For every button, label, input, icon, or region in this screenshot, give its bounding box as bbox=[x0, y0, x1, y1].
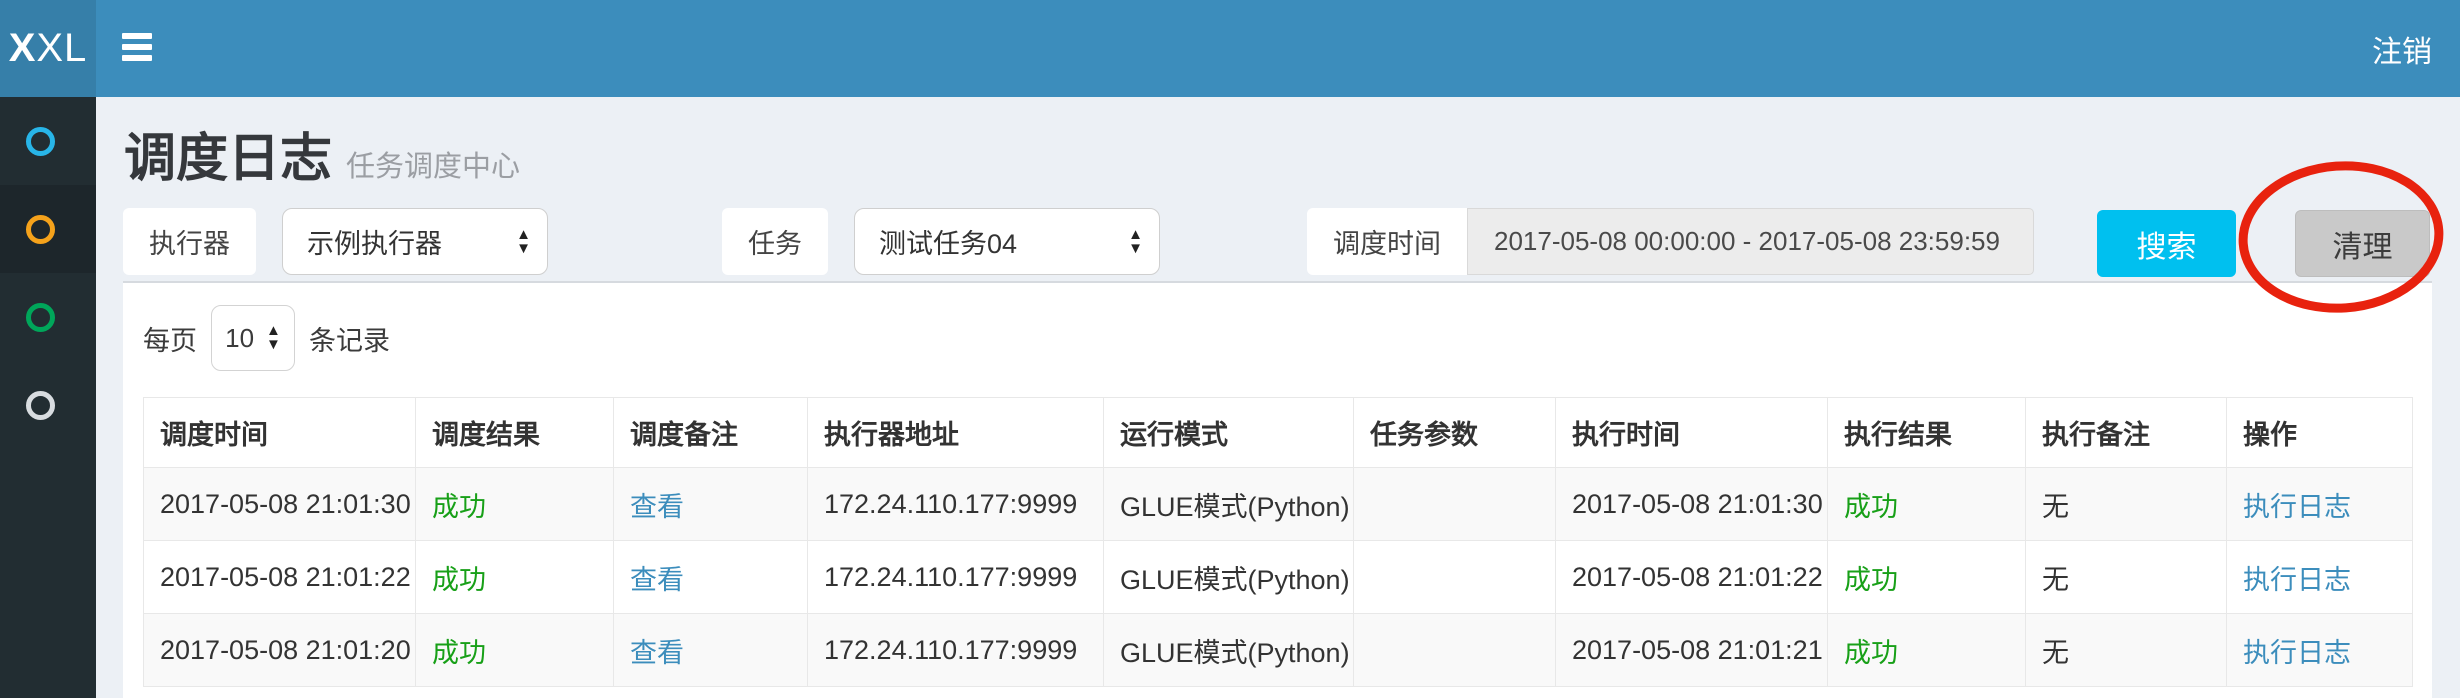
cell-trigger-result: 成功 bbox=[415, 613, 614, 687]
column-header-trigger-result: 调度结果 bbox=[415, 397, 614, 468]
cell-trigger-result: 成功 bbox=[415, 540, 614, 614]
executor-select[interactable]: 示例执行器 ▲ ▼ bbox=[282, 208, 548, 275]
handle-result-status: 成功 bbox=[1844, 637, 1898, 668]
cell-job-param bbox=[1353, 540, 1556, 614]
page-header: 调度日志 任务调度中心 bbox=[124, 116, 520, 191]
page-title: 调度日志 bbox=[124, 130, 333, 188]
cell-trigger-time: 2017-05-08 21:01:30 bbox=[143, 467, 416, 541]
top-navbar: X XL 注销 bbox=[0, 0, 2460, 97]
cell-executor-address: 172.24.110.177:9999 bbox=[807, 613, 1104, 687]
cell-trigger-result: 成功 bbox=[415, 467, 614, 541]
sidebar-item-2[interactable] bbox=[0, 185, 96, 273]
table-row: 2017-05-08 21:01:22 成功 查看 172.24.110.177:99… bbox=[143, 540, 2413, 614]
sidebar-item-4[interactable] bbox=[0, 361, 96, 449]
trigger-result-status: 成功 bbox=[432, 637, 486, 668]
logo-text-rest: XL bbox=[36, 26, 88, 70]
action-link[interactable]: 执行日志 bbox=[2243, 564, 2351, 595]
cell-executor-address: 172.24.110.177:9999 bbox=[807, 540, 1104, 614]
cell-trigger-msg: 查看 bbox=[613, 540, 808, 614]
action-link[interactable]: 执行日志 bbox=[2243, 491, 2351, 522]
handle-result-status: 成功 bbox=[1844, 564, 1898, 595]
page-size-prefix-label: 每页 bbox=[143, 325, 197, 356]
table-row: 2017-05-08 21:01:20 成功 查看 172.24.110.177:99… bbox=[143, 613, 2413, 687]
app-logo[interactable]: X XL bbox=[0, 0, 96, 97]
sidebar-item-1[interactable] bbox=[0, 97, 96, 185]
select-stepper-icon: ▲ ▼ bbox=[1128, 225, 1143, 257]
mini-sidebar bbox=[0, 97, 96, 698]
cell-handle-result: 成功 bbox=[1827, 540, 2026, 614]
cell-action: 执行日志 bbox=[2226, 467, 2413, 541]
action-link[interactable]: 执行日志 bbox=[2243, 637, 2351, 668]
cell-handle-time: 2017-05-08 21:01:30 bbox=[1555, 467, 1828, 541]
job-select-value: 测试任务04 bbox=[879, 229, 1018, 259]
logo-text-bold: X bbox=[8, 26, 37, 70]
cell-handle-msg: 无 bbox=[2025, 467, 2227, 541]
circle-icon bbox=[26, 302, 55, 332]
cell-executor-address: 172.24.110.177:9999 bbox=[807, 467, 1104, 541]
trigger-result-status: 成功 bbox=[432, 491, 486, 522]
sidebar-toggle-hamburger-icon[interactable] bbox=[122, 33, 152, 63]
cell-action: 执行日志 bbox=[2226, 540, 2413, 614]
trigger-msg-link[interactable]: 查看 bbox=[630, 491, 684, 522]
log-table-panel: 每页 10 ▲ ▼ 条记录 调度时间 调度结果 调度备注 执行器地址 运行模式 任务参数 执行… bbox=[123, 281, 2432, 698]
cell-handle-time: 2017-05-08 21:01:21 bbox=[1555, 613, 1828, 687]
cell-handle-result: 成功 bbox=[1827, 467, 2026, 541]
cell-handle-msg: 无 bbox=[2025, 613, 2227, 687]
column-header-run-mode: 运行模式 bbox=[1103, 397, 1354, 468]
trigger-time-range-input[interactable] bbox=[1467, 208, 2034, 275]
circle-icon bbox=[26, 390, 55, 420]
search-button[interactable]: 搜索 bbox=[2097, 210, 2236, 277]
cell-run-mode: GLUE模式(Python) bbox=[1103, 613, 1354, 687]
cell-trigger-time: 2017-05-08 21:01:22 bbox=[143, 540, 416, 614]
page-size-value: 10 bbox=[225, 322, 255, 353]
trigger-time-filter-group: 调度时间 bbox=[1307, 208, 2034, 275]
cell-job-param bbox=[1353, 467, 1556, 541]
trigger-time-filter-label: 调度时间 bbox=[1307, 208, 1467, 275]
page-size-select[interactable]: 10 ▲ ▼ bbox=[211, 305, 295, 371]
column-header-action: 操作 bbox=[2226, 397, 2413, 468]
table-header-row: 调度时间 调度结果 调度备注 执行器地址 运行模式 任务参数 执行时间 执行结果 执行备注 操作 bbox=[143, 397, 2413, 468]
cell-trigger-msg: 查看 bbox=[613, 613, 808, 687]
handle-result-status: 成功 bbox=[1844, 491, 1898, 522]
page-size-row: 每页 10 ▲ ▼ 条记录 bbox=[143, 305, 2412, 371]
executor-filter-label: 执行器 bbox=[123, 208, 256, 275]
cell-job-param bbox=[1353, 613, 1556, 687]
table-row: 2017-05-08 21:01:30 成功 查看 172.24.110.177:99… bbox=[143, 467, 2413, 541]
column-header-trigger-time: 调度时间 bbox=[143, 397, 416, 468]
column-header-executor-address: 执行器地址 bbox=[807, 397, 1104, 468]
cell-handle-result: 成功 bbox=[1827, 613, 2026, 687]
executor-filter-group: 执行器 示例执行器 ▲ ▼ bbox=[123, 208, 548, 275]
column-header-handle-time: 执行时间 bbox=[1555, 397, 1828, 468]
cell-run-mode: GLUE模式(Python) bbox=[1103, 540, 1354, 614]
cell-trigger-msg: 查看 bbox=[613, 467, 808, 541]
column-header-handle-result: 执行结果 bbox=[1827, 397, 2026, 468]
job-filter-group: 任务 测试任务04 ▲ ▼ bbox=[722, 208, 1160, 275]
select-stepper-icon: ▲ ▼ bbox=[266, 322, 281, 353]
page-subtitle: 任务调度中心 bbox=[346, 151, 521, 183]
trigger-result-status: 成功 bbox=[432, 564, 486, 595]
job-filter-label: 任务 bbox=[722, 208, 828, 275]
select-stepper-icon: ▲ ▼ bbox=[516, 225, 531, 257]
circle-icon bbox=[26, 126, 55, 156]
trigger-msg-link[interactable]: 查看 bbox=[630, 564, 684, 595]
executor-select-value: 示例执行器 bbox=[307, 229, 442, 259]
clear-button[interactable]: 清理 bbox=[2295, 210, 2430, 277]
cell-run-mode: GLUE模式(Python) bbox=[1103, 467, 1354, 541]
column-header-job-param: 任务参数 bbox=[1353, 397, 1556, 468]
column-header-handle-msg: 执行备注 bbox=[2025, 397, 2227, 468]
cell-handle-time: 2017-05-08 21:01:22 bbox=[1555, 540, 1828, 614]
trigger-msg-link[interactable]: 查看 bbox=[630, 637, 684, 668]
dispatch-log-table: 调度时间 调度结果 调度备注 执行器地址 运行模式 任务参数 执行时间 执行结果 执行备注 操作 … bbox=[143, 397, 2413, 687]
page-size-suffix-label: 条记录 bbox=[309, 325, 390, 356]
cell-action: 执行日志 bbox=[2226, 613, 2413, 687]
logout-link[interactable]: 注销 bbox=[2372, 35, 2432, 69]
job-select[interactable]: 测试任务04 ▲ ▼ bbox=[854, 208, 1160, 275]
sidebar-item-3[interactable] bbox=[0, 273, 96, 361]
column-header-trigger-msg: 调度备注 bbox=[613, 397, 808, 468]
cell-handle-msg: 无 bbox=[2025, 540, 2227, 614]
circle-icon bbox=[26, 214, 55, 244]
cell-trigger-time: 2017-05-08 21:01:20 bbox=[143, 613, 416, 687]
